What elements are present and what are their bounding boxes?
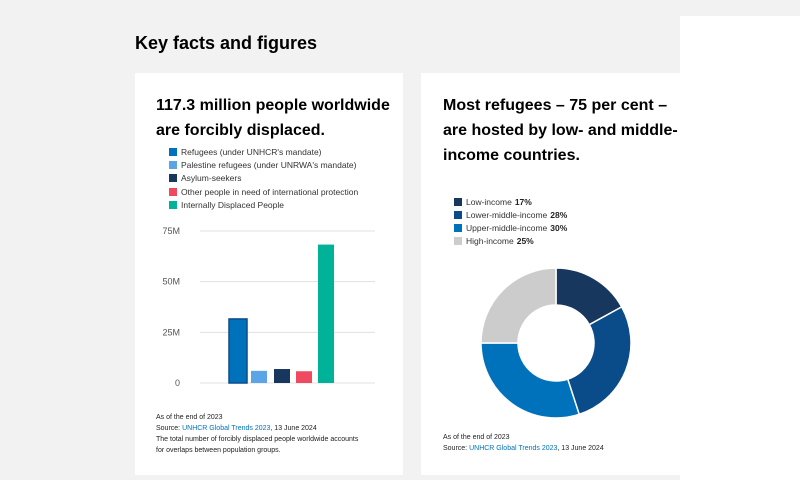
refugees-hosted-card: Most refugees – 75 per cent – are hosted… bbox=[421, 73, 680, 475]
legend-item-upper-middle-income: Upper-middle-income 30% bbox=[454, 221, 567, 234]
right-side-panel bbox=[680, 16, 800, 480]
source-prefix: Source: bbox=[156, 425, 183, 432]
source-suffix: , 13 June 2024 bbox=[270, 425, 317, 432]
legend-percent: 25% bbox=[516, 235, 534, 246]
hosted-source: Source: UNHCR Global Trends 2023, 13 Jun… bbox=[443, 443, 604, 454]
hosted-heading: Most refugees – 75 per cent – are hosted… bbox=[443, 93, 678, 168]
legend-item-other-people-in-need-of-international-protection: Other people in need of international pr… bbox=[169, 185, 358, 198]
legend-label: Other people in need of international pr… bbox=[181, 186, 359, 197]
slice-high-income[interactable] bbox=[480, 267, 557, 344]
y-tick-label: 75M bbox=[162, 226, 180, 236]
source-link-global-trends[interactable]: UNHCR Global Trends 2023 bbox=[182, 425, 271, 432]
legend-swatch bbox=[169, 147, 177, 156]
legend-swatch bbox=[454, 223, 462, 232]
legend-percent: 28% bbox=[550, 209, 568, 220]
source-link-global-trends[interactable]: UNHCR Global Trends 2023 bbox=[469, 445, 558, 452]
displaced-notes: As of the end of 2023 Source: UNHCR Glob… bbox=[156, 412, 358, 456]
legend-label: Asylum-seekers bbox=[181, 173, 242, 184]
legend-label: High-income bbox=[466, 235, 514, 246]
displaced-source: Source: UNHCR Global Trends 2023, 13 Jun… bbox=[156, 423, 358, 434]
displaced-footnote-line-2: for overlaps between population groups. bbox=[156, 447, 281, 454]
legend-label: Upper-middle-income bbox=[466, 222, 548, 233]
legend-label: Refugees (under UNHCR's mandate) bbox=[181, 146, 322, 157]
legend-label: Low-income bbox=[466, 196, 512, 207]
hosted-notes: As of the end of 2023 Source: UNHCR Glob… bbox=[443, 432, 604, 454]
hosted-heading-line-2: are hosted by low- and middle- bbox=[443, 122, 678, 139]
legend-label: Palestine refugees (under UNRWA's mandat… bbox=[181, 159, 357, 170]
donut-chart bbox=[480, 267, 632, 419]
bar-other-people-in-need-of-international-protection[interactable] bbox=[296, 371, 312, 383]
hosted-heading-line-1: Most refugees – 75 per cent – bbox=[443, 97, 668, 114]
legend-swatch bbox=[169, 200, 177, 209]
legend-swatch bbox=[454, 197, 462, 206]
legend-item-palestine-refugees-under-unrwa-s-mandate: Palestine refugees (under UNRWA's mandat… bbox=[169, 158, 358, 171]
legend-item-refugees-under-unhcr-s-mandate: Refugees (under UNHCR's mandate) bbox=[169, 145, 358, 158]
legend-swatch bbox=[454, 210, 462, 219]
bar-chart-legend: Refugees (under UNHCR's mandate) Palestin… bbox=[169, 145, 358, 211]
legend-item-low-income: Low-income 17% bbox=[454, 195, 567, 208]
bar-internally-displaced-people[interactable] bbox=[318, 244, 334, 383]
legend-swatch bbox=[169, 160, 177, 169]
legend-label: Internally Displaced People bbox=[181, 199, 285, 210]
y-tick-label: 25M bbox=[162, 327, 180, 337]
y-tick-label: 50M bbox=[162, 277, 180, 287]
bar-asylum-seekers[interactable] bbox=[274, 369, 290, 383]
bar-palestine-refugees-under-unrwa-s-mandate[interactable] bbox=[251, 370, 267, 383]
legend-label: Lower-middle-income bbox=[466, 209, 548, 220]
displaced-heading: 117.3 million people worldwide are forci… bbox=[156, 93, 390, 143]
donut-chart-legend: Low-income 17% Lower-middle-income 28% Upper… bbox=[454, 195, 567, 247]
legend-swatch bbox=[169, 187, 177, 196]
displaced-people-card: 117.3 million people worldwide are forci… bbox=[135, 73, 403, 475]
displaced-as-of: As of the end of 2023 bbox=[156, 414, 223, 421]
slice-upper-middle-income[interactable] bbox=[480, 342, 581, 419]
section-title: Key facts and figures bbox=[135, 33, 318, 53]
hosted-heading-line-3: income countries. bbox=[443, 147, 580, 164]
y-tick-label: 0 bbox=[175, 378, 180, 388]
legend-item-internally-displaced-people: Internally Displaced People bbox=[169, 198, 358, 211]
legend-swatch bbox=[454, 236, 462, 245]
source-prefix: Source: bbox=[443, 445, 470, 452]
bar-chart: 0 25M 50M 75M bbox=[162, 226, 375, 388]
displaced-heading-line-2: are forcibly displaced. bbox=[156, 122, 325, 139]
legend-swatch bbox=[169, 174, 177, 183]
slice-lower-middle-income[interactable] bbox=[566, 305, 632, 416]
displaced-footnote-line-1: The total number of forcibly displaced p… bbox=[156, 436, 359, 443]
displaced-heading-line-1: 117.3 million people worldwide bbox=[156, 97, 390, 114]
legend-percent: 17% bbox=[514, 196, 532, 207]
source-suffix: , 13 June 2024 bbox=[557, 445, 604, 452]
legend-item-high-income: High-income 25% bbox=[454, 234, 567, 247]
bar-refugees-under-unhcr-s-mandate[interactable] bbox=[228, 318, 248, 384]
hosted-as-of: As of the end of 2023 bbox=[443, 434, 510, 441]
legend-item-lower-middle-income: Lower-middle-income 28% bbox=[454, 208, 567, 221]
legend-item-asylum-seekers: Asylum-seekers bbox=[169, 172, 358, 185]
legend-percent: 30% bbox=[550, 222, 568, 233]
